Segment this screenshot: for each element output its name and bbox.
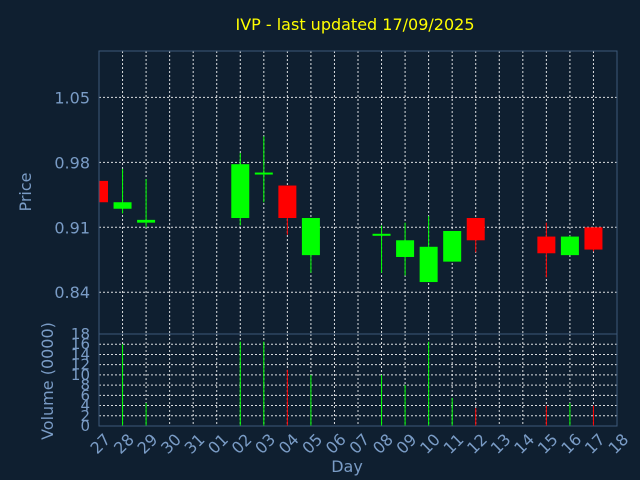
volume-tick-label: 2 — [80, 407, 90, 425]
x-axis-label: Day — [331, 457, 363, 476]
candle-body — [466, 218, 485, 241]
volume-axis-label: Volume (0000) — [38, 322, 57, 440]
volume-tick-label: 10 — [71, 366, 90, 384]
candle-body — [254, 172, 273, 175]
volume-tick-label: 4 — [80, 397, 90, 415]
volume-tick-label: 8 — [80, 376, 90, 394]
price-tick-label: 0.84 — [54, 283, 90, 302]
volume-tick-label: 18 — [71, 325, 90, 343]
volume-tick-label: 6 — [80, 386, 90, 404]
candle-body — [537, 236, 556, 254]
candle-body — [419, 246, 438, 283]
candle-body — [584, 227, 603, 250]
volume-layer — [122, 341, 594, 426]
candle-body — [278, 185, 297, 219]
price-axis-label: Price — [16, 172, 35, 211]
candle-body — [301, 218, 320, 256]
price-tick-label: 0.98 — [54, 153, 90, 172]
price-tick-label: 0.91 — [54, 218, 90, 237]
chart-title: IVP - last updated 17/09/2025 — [235, 15, 474, 34]
candle-body — [137, 219, 156, 223]
volume-tick-label: 16 — [71, 335, 90, 353]
price-layer — [98, 136, 603, 283]
candle-body — [99, 180, 108, 203]
volume-tick-label: 0 — [80, 417, 90, 435]
price-tick-label: 1.05 — [54, 88, 90, 107]
candle-body — [560, 236, 579, 256]
volume-tick-label: 12 — [71, 356, 90, 374]
candle-body — [372, 233, 391, 236]
candle-body — [113, 202, 132, 209]
volume-tick-label: 14 — [71, 345, 90, 363]
candle-body — [443, 231, 462, 262]
volume-panel-frame — [98, 333, 618, 427]
candle-body — [231, 164, 250, 219]
candle-body — [396, 240, 415, 257]
